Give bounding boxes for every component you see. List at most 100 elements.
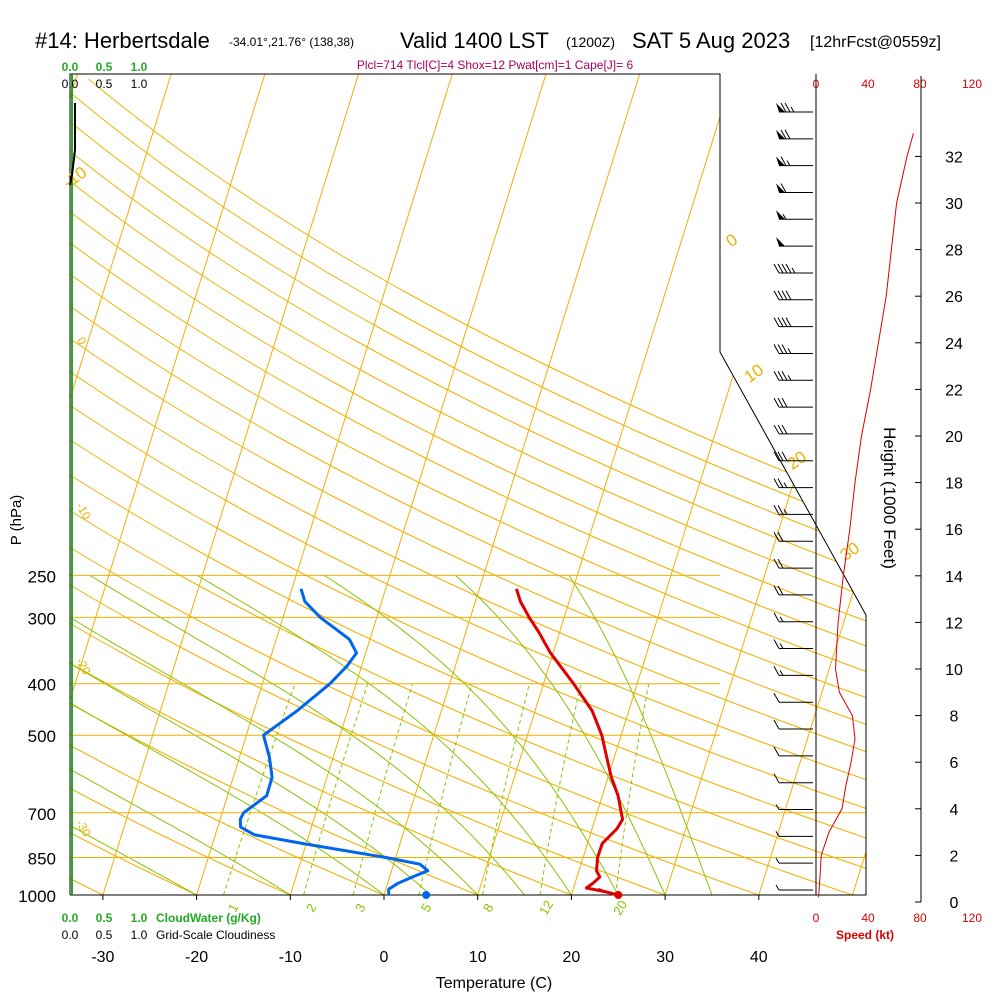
wind-barb-full bbox=[773, 451, 780, 462]
wind-barb-flag bbox=[776, 156, 785, 166]
wind-barb bbox=[773, 505, 813, 515]
x-tick-label: 20 bbox=[563, 949, 581, 966]
wind-barb-full bbox=[773, 666, 780, 676]
wind-barb-full bbox=[773, 290, 780, 301]
wind-barb-full bbox=[785, 263, 792, 274]
mixing-ratio-line bbox=[539, 683, 582, 895]
wind-barb-full bbox=[777, 371, 784, 381]
dry-adiabat-line bbox=[70, 78, 572, 895]
wind-barb-full bbox=[773, 263, 780, 274]
wind-barb-flag bbox=[776, 129, 785, 139]
wind-barb-full bbox=[781, 344, 788, 354]
indices-text: Plcl=714 Tlcl[C]=4 Shox=12 Pwat[cm]=1 Ca… bbox=[357, 58, 634, 72]
moist-adiabat-line bbox=[70, 574, 432, 895]
moist-adiabat-line bbox=[568, 575, 713, 895]
wind-barb bbox=[773, 719, 813, 730]
wind-barb-full bbox=[780, 183, 787, 193]
cloudiness-label: Grid-Scale Cloudiness bbox=[156, 928, 275, 942]
wind-barb bbox=[773, 558, 813, 569]
x-tick-label: -30 bbox=[91, 949, 114, 966]
wind-barb-full bbox=[781, 290, 788, 301]
isotherm-line bbox=[102, 74, 360, 895]
cloudiness-trace bbox=[69, 103, 76, 186]
dry-adiabat-line bbox=[70, 78, 866, 895]
wind-barb bbox=[773, 397, 813, 408]
cloudiness-scale-bottom: 0.0 bbox=[62, 928, 79, 942]
height-tick-label: 30 bbox=[945, 196, 963, 213]
wind-barb-full bbox=[773, 371, 780, 381]
plot-frame bbox=[69, 73, 867, 896]
wind-barb-half bbox=[787, 375, 792, 381]
wind-barb bbox=[773, 692, 813, 703]
wind-speed-line bbox=[818, 132, 914, 898]
mixing-ratio-line bbox=[223, 683, 296, 895]
wind-barb-full bbox=[785, 317, 792, 327]
wind-barb-half bbox=[786, 160, 791, 166]
moist-adiabat-line bbox=[89, 574, 525, 895]
height-tick-label: 4 bbox=[950, 802, 959, 819]
dewpoint-line bbox=[238, 588, 430, 895]
dry-adiabat-line bbox=[70, 78, 759, 895]
right-axis-title: Height (1000 Feet) bbox=[880, 427, 899, 569]
wind-barb-full bbox=[781, 263, 788, 274]
mixing-ratio-label: 20 bbox=[610, 898, 630, 918]
wind-barb-half bbox=[775, 804, 780, 810]
x-tick-label: 40 bbox=[750, 949, 768, 966]
mixing-ratio-line bbox=[352, 683, 414, 895]
wind-barb bbox=[775, 857, 813, 864]
cloudwater-label: CloudWater (g/Kg) bbox=[156, 911, 261, 925]
wind-barb-full bbox=[777, 451, 784, 462]
wind-barb-full bbox=[777, 585, 784, 596]
isotherm-line bbox=[383, 74, 641, 895]
dry-adiabat-line bbox=[70, 78, 104, 895]
speed-scale-top: 120 bbox=[962, 77, 982, 91]
cloudiness-scale-top: 0.5 bbox=[96, 77, 113, 91]
wind-barb bbox=[773, 478, 813, 489]
wind-barb-half bbox=[790, 106, 795, 113]
dry-adiabat-line bbox=[0, 79, 9, 895]
isotherm-line bbox=[70, 74, 266, 895]
surface-dewpoint-dot bbox=[422, 891, 431, 899]
wind-barb-half bbox=[779, 643, 784, 649]
wind-barb bbox=[773, 371, 813, 381]
forecast-info: [12hrFcst@0559z] bbox=[810, 34, 941, 51]
wind-barb-half bbox=[782, 214, 787, 220]
cloudwater-scale-bottom: 0.0 bbox=[62, 911, 79, 925]
wind-barb-full bbox=[777, 344, 784, 354]
wind-barb bbox=[773, 344, 813, 354]
wind-barb-flag bbox=[776, 237, 785, 247]
height-tick-label: 26 bbox=[945, 289, 963, 306]
wind-barb-full bbox=[784, 102, 791, 113]
wind-barb-full bbox=[773, 531, 780, 542]
data-series bbox=[69, 103, 625, 899]
speed-scale-bottom: 0 bbox=[813, 911, 820, 925]
isotherm-line bbox=[289, 74, 547, 895]
mixing-ratio-label: 3 bbox=[352, 901, 369, 915]
x-tick-label: 10 bbox=[469, 949, 487, 966]
zulu-time: (1200Z) bbox=[566, 34, 615, 50]
wind-barb-full bbox=[773, 773, 780, 783]
isotherm-label: 30 bbox=[837, 538, 863, 564]
dry-adiabat-line bbox=[70, 78, 478, 895]
wind-barb bbox=[773, 666, 813, 676]
wind-barb-full bbox=[777, 317, 784, 327]
isotherm-line bbox=[477, 74, 734, 895]
wind-barb bbox=[776, 102, 813, 113]
x-axis-title: Temperature (C) bbox=[436, 975, 552, 992]
mixing-ratio-label: 12 bbox=[536, 898, 556, 918]
height-tick-label: 10 bbox=[945, 662, 963, 679]
dry-adiabat-line bbox=[70, 78, 866, 895]
plot-area bbox=[0, 73, 867, 896]
height-tick-label: 0 bbox=[950, 895, 959, 912]
wind-barb-full bbox=[773, 505, 780, 515]
height-tick-label: 16 bbox=[945, 522, 963, 539]
wind-barb-full bbox=[777, 558, 784, 569]
wind-barb bbox=[776, 210, 813, 220]
dry-adiabat-line bbox=[70, 78, 385, 895]
dry-adiabat-line bbox=[70, 78, 866, 895]
wind-barb-full bbox=[773, 639, 780, 649]
wind-barb-half bbox=[775, 831, 780, 837]
wind-barb bbox=[773, 263, 813, 274]
wind-barb bbox=[773, 746, 813, 757]
